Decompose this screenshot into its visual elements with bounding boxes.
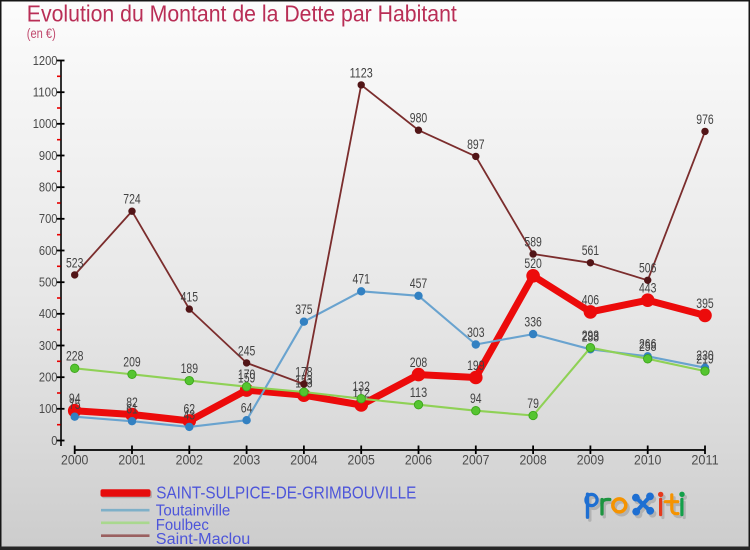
svg-text:230: 230	[696, 347, 714, 363]
svg-text:1100: 1100	[33, 85, 58, 100]
svg-text:897: 897	[467, 136, 485, 152]
svg-text:415: 415	[181, 289, 199, 305]
svg-text:2008: 2008	[519, 451, 546, 467]
svg-text:293: 293	[582, 327, 600, 343]
svg-text:258: 258	[639, 338, 657, 354]
svg-text:200: 200	[39, 370, 58, 385]
svg-text:75: 75	[69, 396, 81, 412]
svg-text:170: 170	[238, 366, 256, 382]
svg-text:2006: 2006	[405, 451, 432, 467]
svg-text:800: 800	[39, 180, 58, 195]
svg-text:Foulbec: Foulbec	[156, 517, 209, 534]
svg-text:2001: 2001	[118, 451, 145, 467]
svg-text:303: 303	[467, 324, 485, 340]
svg-text:400: 400	[39, 306, 58, 321]
svg-text:100: 100	[39, 401, 58, 416]
svg-text:132: 132	[353, 378, 371, 394]
svg-text:209: 209	[123, 354, 141, 370]
svg-text:724: 724	[123, 191, 141, 207]
svg-text:62: 62	[184, 400, 196, 416]
svg-text:520: 520	[524, 255, 542, 271]
svg-text:2005: 2005	[348, 451, 375, 467]
svg-text:112: 112	[353, 384, 371, 400]
svg-text:2010: 2010	[634, 451, 661, 467]
svg-text:SAINT-SULPICE-DE-GRIMBOUVILLE: SAINT-SULPICE-DE-GRIMBOUVILLE	[156, 482, 416, 502]
svg-text:561: 561	[582, 242, 600, 258]
svg-text:2004: 2004	[290, 451, 317, 467]
svg-text:94: 94	[470, 390, 482, 406]
svg-text:395: 395	[696, 295, 714, 311]
svg-text:Saint-Maclou: Saint-Maclou	[156, 531, 251, 548]
svg-text:113: 113	[410, 384, 428, 400]
svg-text:406: 406	[582, 291, 600, 307]
svg-text:0: 0	[51, 433, 57, 448]
svg-text:266: 266	[639, 336, 657, 352]
svg-text:1123: 1123	[350, 64, 373, 80]
svg-text:980: 980	[410, 110, 428, 126]
svg-text:61: 61	[126, 401, 138, 417]
svg-text:159: 159	[238, 370, 256, 386]
svg-text:64: 64	[241, 400, 253, 416]
svg-text:199: 199	[467, 357, 485, 373]
svg-text:300: 300	[39, 338, 58, 353]
svg-text:2011: 2011	[691, 451, 718, 467]
svg-text:79: 79	[527, 395, 539, 411]
svg-text:2002: 2002	[176, 451, 203, 467]
svg-text:82: 82	[126, 394, 138, 410]
svg-text:228: 228	[66, 348, 84, 364]
svg-text:2003: 2003	[233, 451, 260, 467]
svg-text:471: 471	[353, 271, 371, 287]
svg-text:43: 43	[184, 406, 196, 422]
svg-text:1200: 1200	[33, 53, 58, 68]
svg-text:506: 506	[639, 260, 657, 276]
svg-text:500: 500	[39, 275, 58, 290]
svg-text:443: 443	[639, 280, 657, 296]
svg-text:2009: 2009	[577, 451, 604, 467]
svg-text:189: 189	[181, 360, 199, 376]
svg-text:600: 600	[39, 243, 58, 258]
svg-text:900: 900	[39, 148, 58, 163]
svg-text:178: 178	[295, 364, 313, 380]
svg-text:976: 976	[696, 111, 714, 127]
svg-text:245: 245	[238, 342, 256, 358]
svg-text:94: 94	[69, 390, 81, 406]
svg-text:219: 219	[696, 351, 714, 367]
svg-text:Toutainville: Toutainville	[156, 502, 231, 519]
svg-text:336: 336	[524, 314, 542, 330]
svg-text:700: 700	[39, 211, 58, 226]
svg-text:(en €): (en €)	[27, 26, 56, 41]
svg-text:2000: 2000	[61, 451, 88, 467]
svg-text:375: 375	[295, 301, 313, 317]
svg-text:457: 457	[410, 275, 428, 291]
svg-text:Evolution du Montant de la Det: Evolution du Montant de la Dette par Hab…	[27, 1, 458, 27]
svg-text:523: 523	[66, 254, 84, 270]
svg-text:208: 208	[410, 354, 428, 370]
svg-text:2007: 2007	[462, 451, 489, 467]
svg-text:1000: 1000	[33, 116, 58, 131]
svg-text:288: 288	[582, 329, 600, 345]
svg-text:589: 589	[524, 233, 542, 249]
